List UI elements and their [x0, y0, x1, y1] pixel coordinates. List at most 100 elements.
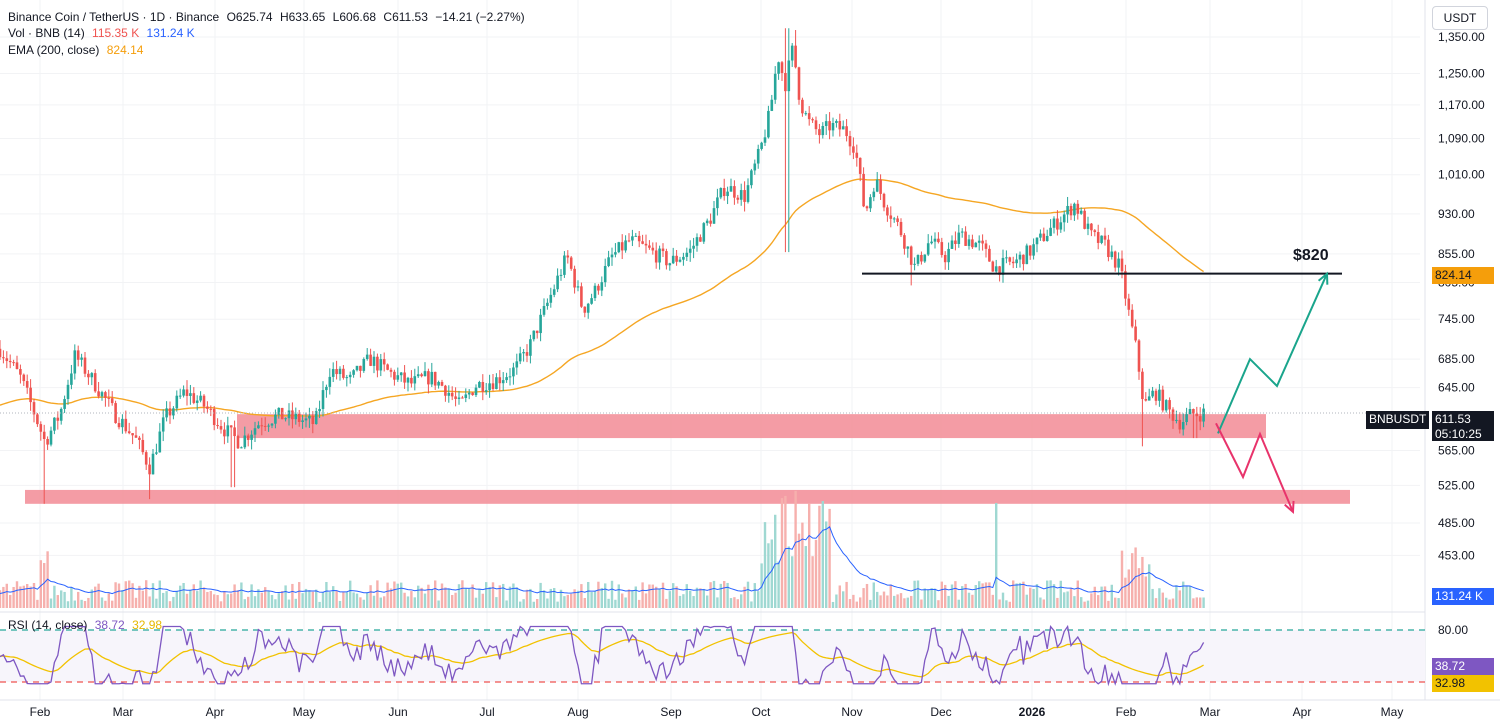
candle-body — [199, 395, 202, 401]
ema-label[interactable]: EMA (200, close) — [8, 43, 100, 57]
volume-bar — [770, 539, 773, 608]
volume-value: 115.35 K — [92, 26, 140, 40]
candle-body — [804, 113, 808, 115]
legend-volume: Vol · BNB (14) 115.35 K 131.24 K — [8, 25, 199, 41]
candle-body — [447, 392, 451, 396]
target-price-label: $820 — [1293, 247, 1329, 264]
volume-bar — [1154, 598, 1158, 608]
legend-ema: EMA (200, close) 824.14 — [8, 42, 147, 58]
volume-bar — [131, 583, 134, 608]
volume-bar — [760, 563, 763, 608]
volume-bar — [886, 595, 889, 608]
candle-body — [790, 45, 794, 61]
volume-bar — [151, 583, 155, 608]
candle-body — [287, 410, 291, 419]
volume-bar — [644, 593, 648, 608]
volume-bar — [947, 595, 950, 608]
candle-body — [1018, 254, 1022, 260]
volume-bar — [753, 583, 756, 608]
volume-bar — [406, 596, 410, 608]
volume-bar — [124, 581, 127, 608]
candle-body — [314, 411, 318, 425]
candle-body — [875, 179, 879, 192]
volume-bar — [352, 592, 355, 608]
price-tick-label: 453.00 — [1438, 548, 1475, 562]
volume-bar — [988, 582, 991, 608]
candle-body — [518, 353, 522, 362]
candle-body — [202, 395, 206, 407]
candle-body — [427, 371, 430, 385]
volume-bar — [233, 584, 236, 608]
symbol-tag: BNBUSDT — [1366, 411, 1430, 429]
candle-body — [767, 110, 770, 138]
volume-bar — [1182, 581, 1185, 608]
candle-body — [124, 418, 128, 432]
candle-body — [1096, 232, 1100, 243]
candle-body — [359, 365, 362, 371]
volume-bar — [355, 593, 359, 608]
candle-body — [0, 348, 2, 358]
rsi-tag: 38.72 — [1432, 658, 1494, 675]
time-tick-label: Apr — [206, 705, 225, 719]
candle-body — [797, 67, 801, 100]
volume-bar — [872, 582, 875, 608]
volume-bar — [298, 582, 301, 608]
currency-button[interactable]: USDT — [1432, 6, 1488, 30]
volume-bar — [257, 589, 260, 608]
candle-body — [107, 397, 111, 399]
volume-bar — [617, 584, 620, 608]
volume-bar — [621, 593, 624, 608]
candle-body — [1120, 258, 1124, 272]
volume-bar — [294, 598, 297, 608]
bullish-arrow-head — [1317, 271, 1329, 285]
projection-arrows — [1215, 271, 1329, 515]
volume-ma-value: 131.24 K — [146, 26, 195, 40]
volume-bar — [369, 585, 372, 608]
volume-bar — [19, 586, 22, 608]
volume-bar — [121, 590, 124, 608]
candle-body — [841, 126, 845, 130]
volume-bar — [301, 593, 304, 608]
volume-bar — [1012, 580, 1015, 608]
candle-body — [947, 248, 950, 263]
candle-body — [597, 285, 600, 291]
candle-body — [600, 282, 604, 291]
volume-label[interactable]: Vol · BNB (14) — [8, 26, 85, 40]
rsi-label[interactable]: RSI (14, close) — [8, 618, 88, 632]
volume-bar — [172, 596, 175, 608]
volume-bar — [325, 581, 328, 608]
candle-body — [158, 431, 162, 453]
volume-bar — [852, 594, 855, 608]
candle-body — [345, 377, 349, 379]
candle-body — [117, 423, 121, 428]
price-tick-label: 645.00 — [1438, 381, 1475, 395]
candle-body — [260, 425, 264, 427]
candle-body — [614, 252, 617, 255]
volume-bar — [308, 590, 311, 608]
time-tick-label: Aug — [567, 705, 588, 719]
candle-body — [1073, 203, 1076, 216]
symbol-title[interactable]: Binance Coin / TetherUS · 1D · Binance — [8, 10, 220, 24]
candle-body — [406, 377, 410, 383]
candle-body — [722, 188, 726, 197]
candle-body — [1188, 409, 1192, 415]
candles[interactable] — [0, 28, 1205, 504]
candle-body — [926, 243, 930, 255]
candle-body — [175, 395, 179, 409]
candle-body — [138, 437, 141, 440]
candle-body — [1117, 258, 1120, 268]
candle-body — [654, 250, 658, 263]
change-value: −14.21 (−2.27%) — [435, 10, 525, 24]
volume-bar — [253, 596, 257, 608]
volume-bar — [1018, 582, 1022, 608]
candle-body — [899, 221, 903, 236]
candle-body — [1161, 389, 1165, 411]
volume-bar — [876, 591, 879, 608]
volume-bar — [750, 601, 753, 608]
volume-bar — [743, 586, 746, 608]
candle-body — [161, 417, 165, 432]
legend-main: Binance Coin / TetherUS · 1D · Binance O… — [8, 9, 529, 25]
volume-bar — [1165, 597, 1168, 608]
